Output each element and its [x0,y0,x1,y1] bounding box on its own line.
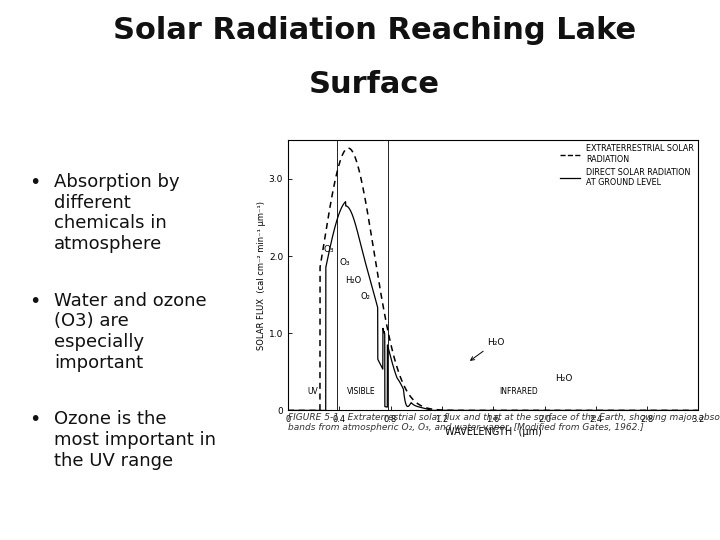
X-axis label: WAVELENGTH  (μm): WAVELENGTH (μm) [445,427,541,437]
Text: H₂O: H₂O [346,276,361,285]
Text: UV: UV [307,387,318,396]
Text: •: • [29,173,40,192]
Text: •: • [29,292,40,310]
Text: H₂O: H₂O [555,374,572,383]
Text: Ozone is the
most important in
the UV range: Ozone is the most important in the UV ra… [54,410,216,470]
Text: O₃: O₃ [339,258,350,267]
Text: VISIBLE: VISIBLE [347,387,375,396]
Y-axis label: SOLAR FLUX  (cal cm⁻² min⁻¹ μm⁻¹): SOLAR FLUX (cal cm⁻² min⁻¹ μm⁻¹) [257,201,266,350]
Text: O₂: O₂ [360,292,370,301]
Text: Solar Radiation Reaching Lake: Solar Radiation Reaching Lake [113,16,636,45]
Text: INFRARED: INFRARED [500,387,539,396]
Legend: EXTRATERRESTRIAL SOLAR
RADIATION, DIRECT SOLAR RADIATION
AT GROUND LEVEL: EXTRATERRESTRIAL SOLAR RADIATION, DIRECT… [560,144,694,187]
Text: Surface: Surface [309,70,440,99]
Text: Water and ozone
(O3) are
especially
important: Water and ozone (O3) are especially impo… [54,292,207,372]
Text: •: • [29,410,40,429]
Text: O₃: O₃ [324,245,334,254]
Text: H₂O: H₂O [471,338,504,360]
Text: FIGURE 5-1   Extraterrestrial solar flux and that at the surface of the Earth, s: FIGURE 5-1 Extraterrestrial solar flux a… [288,413,720,433]
Text: Absorption by
different
chemicals in
atmosphere: Absorption by different chemicals in atm… [54,173,179,253]
